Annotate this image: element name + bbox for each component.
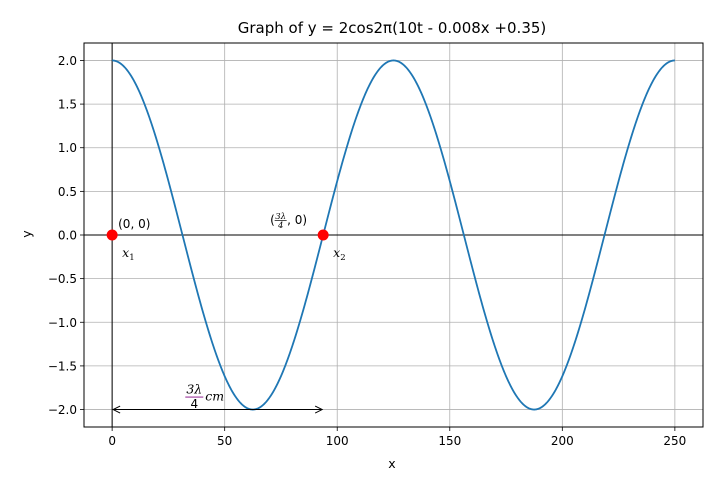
point-sublabel-1: x1 [122, 245, 134, 263]
point-label-suffix-2: , 0) [287, 213, 307, 227]
wave-curve [112, 59, 675, 411]
chart-title: Graph of y = 2cos2π(10t - 0.008x +0.35) [238, 19, 547, 37]
x-tick-label-4: 200 [551, 434, 574, 448]
distance-label-denominator: 4 [190, 397, 198, 411]
point-label-prefix-2: ( [270, 213, 275, 227]
x-axis-ticks: 0 50 100 150 200 250 [108, 427, 686, 448]
distance-arrow-right-head [314, 405, 324, 414]
y-tick-label-2: 1.0 [58, 141, 77, 155]
point-sublabel-2: x2 [333, 245, 345, 263]
marked-points: x1 (0, 0) x2 (3λ4 , 0) [106, 212, 346, 263]
point-marker-1 [106, 229, 118, 241]
distance-label-numerator: 3λ [186, 382, 202, 397]
point-label-numerator-2: 3λ [275, 212, 286, 222]
x-tick-label-1: 50 [217, 434, 232, 448]
y-tick-label-1: 1.5 [58, 98, 77, 112]
x-axis-label: x [388, 456, 395, 471]
x-tick-label-3: 150 [438, 434, 461, 448]
x-tick-label-5: 250 [663, 434, 686, 448]
point-marker-2 [317, 229, 329, 241]
y-tick-label-4: 0.0 [58, 229, 77, 243]
x-tick-label-2: 100 [326, 434, 349, 448]
x-tick-label-0: 0 [108, 434, 116, 448]
distance-label-unit: cm [205, 389, 224, 404]
distance-annotation: 3λ4 cm [112, 382, 324, 414]
y-tick-label-3: 0.5 [58, 185, 77, 199]
y-axis-label: y [19, 230, 34, 238]
y-tick-label-8: −2.0 [48, 403, 77, 417]
y-axis-ticks: 2.0 1.5 1.0 0.5 0.0 −0.5 −1.0 −1.5 −2.0 [48, 54, 84, 417]
point-label-denominator-2: 4 [277, 221, 283, 231]
point-label-1: (0, 0) [118, 217, 150, 231]
y-tick-label-7: −1.5 [48, 359, 77, 373]
y-tick-label-0: 2.0 [58, 54, 77, 68]
y-tick-label-6: −1.0 [48, 316, 77, 330]
y-tick-label-5: −0.5 [48, 272, 77, 286]
distance-arrow-left-head [112, 405, 121, 414]
